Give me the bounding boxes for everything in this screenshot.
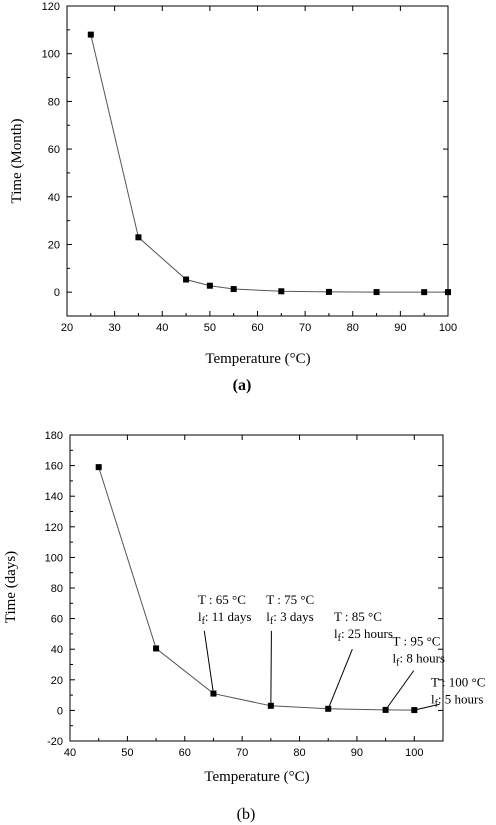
y-tick-label-b: 80 — [51, 583, 63, 595]
annotation-lifetime: lf: 25 hours — [334, 626, 393, 644]
plot-frame-b — [69, 434, 444, 742]
data-point-a — [421, 289, 428, 296]
chart-panel-b: 40 50 60 70 80 90 100 -20 0 20 40 60 80 100 120 140 160 1… — [3, 430, 485, 823]
annotation-temperature: T : 85 °C — [334, 609, 382, 624]
y-tick-label-b: 140 — [45, 491, 63, 503]
x-tick-label-b: 70 — [236, 747, 248, 759]
annotation-temperature: T : 75 °C — [266, 592, 314, 607]
y-tick-label-b: 60 — [51, 614, 63, 626]
data-point-a — [278, 288, 285, 295]
data-point-a — [87, 31, 94, 38]
annotation-lifetime: lf: 11 days — [198, 609, 251, 627]
y-tick-label-a: 100 — [42, 49, 60, 61]
y-tick-label-b: 180 — [45, 430, 63, 442]
annotation-temperature: T : 100 °C — [431, 675, 485, 690]
y-tick-label-b: 40 — [51, 644, 63, 656]
x-tick-label-a: 100 — [439, 322, 457, 334]
data-point-a — [183, 276, 190, 283]
x-tick-label-b: 90 — [351, 747, 363, 759]
data-point-a — [373, 289, 380, 296]
x-tick-label-a: 60 — [251, 322, 263, 334]
x-tick-label-a: 90 — [394, 322, 406, 334]
y-tick-label-b: 120 — [45, 522, 63, 534]
y-axis-label-b: Time (days) — [3, 551, 19, 623]
y-tick-label-b: -20 — [47, 736, 63, 748]
y-tick-label-b: 100 — [45, 552, 63, 564]
annotation-temperature: T : 65 °C — [198, 592, 246, 607]
x-tick-label-a: 20 — [61, 322, 73, 334]
x-tick-label-b: 80 — [293, 747, 305, 759]
annotation-lifetime: lf: 5 hours — [431, 692, 483, 710]
series-a — [87, 31, 451, 296]
annotation-lifetime: lf: 8 hours — [393, 650, 445, 668]
series-line-a — [90, 34, 449, 293]
panel-label-a: (a) — [233, 377, 252, 394]
axis-ticks-b: 40 50 60 70 80 90 100 -20 0 20 40 60 80 100 120 140 160 1… — [45, 430, 443, 759]
y-tick-label-b: 160 — [45, 461, 63, 473]
annotation-leader — [327, 649, 353, 709]
x-axis-label-b: Temperature (°C) — [204, 769, 309, 785]
x-tick-label-a: 40 — [156, 322, 168, 334]
series-b — [95, 464, 418, 714]
annotation-leader — [414, 703, 440, 711]
data-point-a — [325, 288, 332, 295]
y-tick-label-a: 80 — [48, 96, 60, 108]
x-tick-label-b: 50 — [121, 747, 133, 759]
y-tick-label-a: 120 — [42, 1, 60, 13]
annotation-leader — [270, 630, 272, 706]
y-tick-label-a: 0 — [54, 287, 60, 299]
y-tick-label-a: 60 — [48, 144, 60, 156]
x-tick-label-b: 100 — [405, 747, 423, 759]
data-point-a — [206, 282, 213, 289]
data-point-a — [135, 234, 142, 241]
data-point-b — [95, 464, 102, 471]
annotation-lifetime: lf: 3 days — [266, 609, 313, 627]
x-tick-label-a: 50 — [204, 322, 216, 334]
axis-ticks-a: 20 30 40 50 60 70 80 90 100 0 20 40 60 80 100 120 — [42, 1, 458, 334]
y-tick-label-b: 0 — [57, 705, 63, 717]
data-point-a — [230, 286, 237, 293]
y-tick-label-a: 40 — [48, 192, 60, 204]
data-point-b — [153, 645, 160, 652]
x-tick-label-a: 80 — [347, 322, 359, 334]
annotation-leader — [203, 630, 214, 694]
data-point-a — [445, 289, 451, 296]
y-tick-label-a: 20 — [48, 239, 60, 251]
annotations-b: T : 65 °C lf: 11 days T : 75 °C lf: 3 days T… — [198, 592, 485, 711]
annotation-temperature: T : 95 °C — [393, 633, 441, 648]
plot-frame-a — [66, 5, 449, 317]
x-tick-label-a: 30 — [109, 322, 121, 334]
chart-panel-a: 20 30 40 50 60 70 80 90 100 0 20 40 60 80 100 120 Tempe… — [9, 1, 457, 394]
x-axis-label-a: Temperature (°C) — [205, 351, 310, 367]
x-tick-label-b: 40 — [64, 747, 76, 759]
y-tick-label-b: 20 — [51, 675, 63, 687]
y-axis-label-a: Time (Month) — [9, 119, 25, 204]
annotation-leader — [385, 670, 415, 711]
x-tick-label-b: 60 — [179, 747, 191, 759]
panel-label-b: (b) — [237, 806, 256, 823]
series-line-b — [98, 466, 415, 711]
x-tick-label-a: 70 — [299, 322, 311, 334]
